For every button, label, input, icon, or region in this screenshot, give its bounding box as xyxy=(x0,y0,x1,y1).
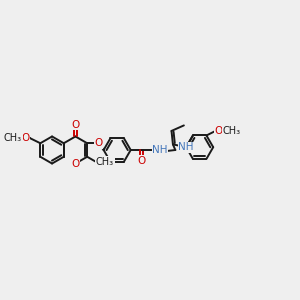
Text: NH: NH xyxy=(152,145,168,155)
Text: O: O xyxy=(137,156,146,166)
Text: O: O xyxy=(21,133,29,143)
Text: O: O xyxy=(71,158,80,169)
Text: CH₃: CH₃ xyxy=(4,133,22,143)
Text: O: O xyxy=(214,126,223,136)
Text: CH₃: CH₃ xyxy=(223,126,241,136)
Text: O: O xyxy=(71,120,80,130)
Text: O: O xyxy=(94,138,103,148)
Text: NH: NH xyxy=(178,142,194,152)
Text: CH₃: CH₃ xyxy=(96,157,114,167)
